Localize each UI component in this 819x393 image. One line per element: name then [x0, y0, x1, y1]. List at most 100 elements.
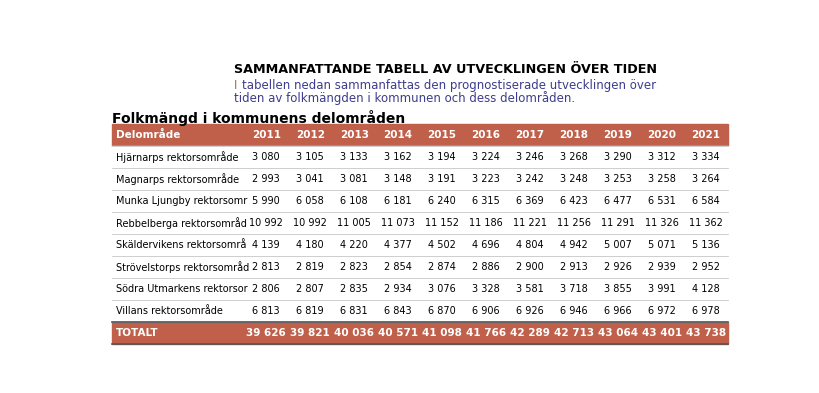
Text: 3 253: 3 253	[604, 174, 631, 184]
Text: 4 139: 4 139	[252, 240, 280, 250]
Text: 3 312: 3 312	[648, 152, 676, 162]
Text: 40 036: 40 036	[334, 328, 374, 338]
Text: 3 133: 3 133	[341, 152, 368, 162]
Text: 41 766: 41 766	[466, 328, 506, 338]
Text: Strövelstorps rektorsområd: Strövelstorps rektorsområd	[115, 261, 249, 273]
Text: 3 264: 3 264	[692, 174, 720, 184]
Text: Magnarps rektorsområde: Magnarps rektorsområde	[115, 173, 238, 185]
Text: 6 870: 6 870	[428, 306, 456, 316]
Text: 3 194: 3 194	[428, 152, 456, 162]
Text: 3 328: 3 328	[472, 284, 500, 294]
Text: 11 186: 11 186	[469, 218, 503, 228]
Text: 6 058: 6 058	[296, 196, 324, 206]
Text: SAMMANFATTANDE TABELL AV UTVECKLINGEN ÖVER TIDEN: SAMMANFATTANDE TABELL AV UTVECKLINGEN ÖV…	[234, 62, 657, 75]
Text: 3 076: 3 076	[428, 284, 456, 294]
Text: Skäldervikens rektorsområ: Skäldervikens rektorsområ	[115, 240, 246, 250]
Text: TOTALT: TOTALT	[115, 328, 158, 338]
Text: 6 477: 6 477	[604, 196, 631, 206]
Text: 2 813: 2 813	[252, 262, 280, 272]
Text: 2 823: 2 823	[340, 262, 368, 272]
Text: 3 148: 3 148	[384, 174, 412, 184]
Text: 11 152: 11 152	[425, 218, 459, 228]
Text: 4 220: 4 220	[340, 240, 368, 250]
Text: 2021: 2021	[691, 130, 721, 140]
Text: Folkmängd i kommunens delområden: Folkmängd i kommunens delområden	[111, 110, 405, 125]
Text: 43 064: 43 064	[598, 328, 638, 338]
Text: 3 248: 3 248	[560, 174, 588, 184]
Text: 4 502: 4 502	[428, 240, 456, 250]
Text: 11 073: 11 073	[381, 218, 415, 228]
Text: 11 221: 11 221	[513, 218, 547, 228]
Text: 3 081: 3 081	[341, 174, 368, 184]
Text: Delområde: Delområde	[115, 130, 180, 140]
Text: 6 906: 6 906	[473, 306, 500, 316]
Text: 11 291: 11 291	[601, 218, 635, 228]
Text: 4 180: 4 180	[296, 240, 324, 250]
Text: 6 369: 6 369	[516, 196, 544, 206]
Text: 43 401: 43 401	[642, 328, 682, 338]
Text: Rebbelberga rektorsområd: Rebbelberga rektorsområd	[115, 217, 247, 229]
Text: tiden av folkmängden i kommunen och dess delområden.: tiden av folkmängden i kommunen och dess…	[234, 91, 575, 105]
Text: Munka Ljungby rektorsomr: Munka Ljungby rektorsomr	[115, 196, 247, 206]
Text: 3 290: 3 290	[604, 152, 631, 162]
Text: 4 942: 4 942	[560, 240, 588, 250]
Text: 2015: 2015	[428, 130, 456, 140]
Text: 5 136: 5 136	[692, 240, 720, 250]
Text: 2013: 2013	[340, 130, 369, 140]
Bar	[111, 256, 728, 278]
Bar	[111, 278, 728, 300]
Text: 6 978: 6 978	[692, 306, 720, 316]
Text: 11 326: 11 326	[645, 218, 679, 228]
Text: 11 256: 11 256	[557, 218, 591, 228]
Text: 2 934: 2 934	[384, 284, 412, 294]
Text: 6 831: 6 831	[341, 306, 368, 316]
Text: Hjärnarps rektorsområde: Hjärnarps rektorsområde	[115, 151, 238, 163]
Text: 2 952: 2 952	[692, 262, 720, 272]
Text: Villans rektorsområde: Villans rektorsområde	[115, 306, 223, 316]
Text: 2014: 2014	[383, 130, 413, 140]
Text: 3 581: 3 581	[516, 284, 544, 294]
Text: 6 843: 6 843	[384, 306, 412, 316]
Text: 11 005: 11 005	[337, 218, 371, 228]
Text: 3 991: 3 991	[648, 284, 676, 294]
Text: 2 900: 2 900	[516, 262, 544, 272]
Bar	[111, 146, 728, 168]
Text: 6 966: 6 966	[604, 306, 631, 316]
Text: 4 128: 4 128	[692, 284, 720, 294]
Text: 2 886: 2 886	[472, 262, 500, 272]
Text: 6 181: 6 181	[384, 196, 412, 206]
Text: 4 696: 4 696	[473, 240, 500, 250]
Text: 6 926: 6 926	[516, 306, 544, 316]
Text: 3 041: 3 041	[296, 174, 324, 184]
Text: 39 821: 39 821	[290, 328, 330, 338]
Text: 5 007: 5 007	[604, 240, 631, 250]
Text: 42 713: 42 713	[554, 328, 594, 338]
Text: 3 718: 3 718	[560, 284, 588, 294]
Text: 2018: 2018	[559, 130, 588, 140]
Text: 3 246: 3 246	[516, 152, 544, 162]
Text: 10 992: 10 992	[249, 218, 283, 228]
Bar	[111, 190, 728, 212]
Text: tabellen nedan sammanfattas den prognostiserade utvecklingen över: tabellen nedan sammanfattas den prognost…	[242, 79, 656, 92]
Text: 2 819: 2 819	[296, 262, 324, 272]
Text: 6 819: 6 819	[296, 306, 324, 316]
Text: 2 993: 2 993	[252, 174, 280, 184]
Text: 6 240: 6 240	[428, 196, 456, 206]
Text: 6 315: 6 315	[472, 196, 500, 206]
Text: 3 855: 3 855	[604, 284, 631, 294]
Text: 5 071: 5 071	[648, 240, 676, 250]
Bar	[111, 234, 728, 256]
Text: 3 191: 3 191	[428, 174, 456, 184]
Text: 43 738: 43 738	[686, 328, 726, 338]
Text: 10 992: 10 992	[293, 218, 327, 228]
Bar	[111, 300, 728, 321]
Text: 3 242: 3 242	[516, 174, 544, 184]
Bar	[111, 212, 728, 234]
Text: 6 531: 6 531	[648, 196, 676, 206]
Text: 3 080: 3 080	[252, 152, 280, 162]
Text: 2012: 2012	[296, 130, 324, 140]
Text: 11 362: 11 362	[689, 218, 722, 228]
Text: 3 162: 3 162	[384, 152, 412, 162]
Text: 6 972: 6 972	[648, 306, 676, 316]
Text: 2 806: 2 806	[252, 284, 280, 294]
